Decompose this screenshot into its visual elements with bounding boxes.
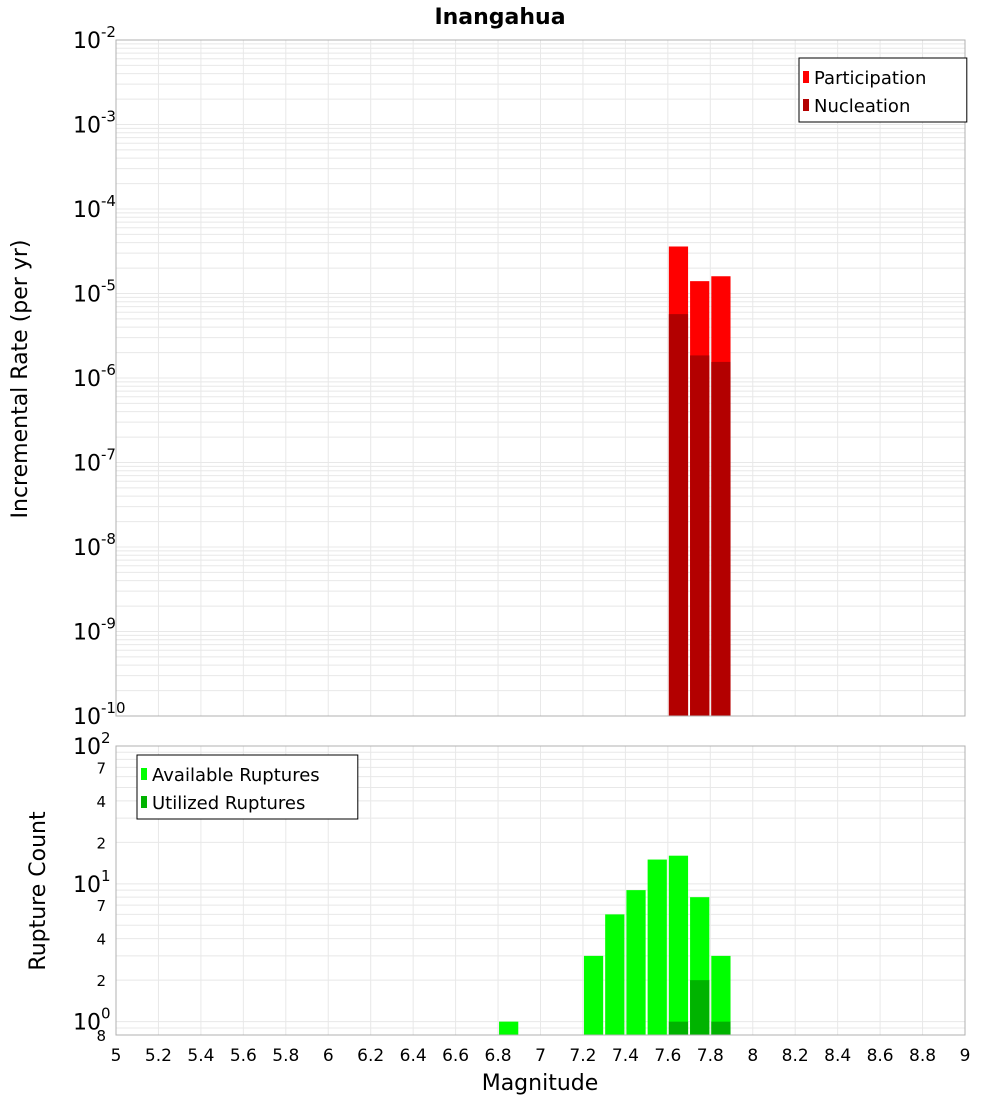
legend: Participation Nucleation <box>798 57 968 123</box>
y-tick-label: 10-2 <box>73 23 116 54</box>
bar <box>499 1021 519 1035</box>
x-tick-label: 7.4 <box>612 1046 639 1066</box>
x-axis-ticks: 5 5.2 5.4 5.6 5.8 6 6.2 6.4 6.6 6.8 7 7.2 7.4 7.6 7.8 8… <box>111 1046 971 1066</box>
x-tick-label: 8.6 <box>867 1046 894 1066</box>
legend-swatch <box>803 71 809 83</box>
y-tick-label: 10-3 <box>73 108 116 139</box>
y-tick-label: 10-9 <box>73 615 116 646</box>
bar <box>711 1021 731 1035</box>
y-minor-tick-label: 2 <box>96 834 106 852</box>
bar <box>647 859 667 1035</box>
bottom-y-axis-label: Rupture Count <box>26 811 51 971</box>
x-tick-label: 7 <box>535 1046 546 1066</box>
x-tick-label: 5.6 <box>230 1046 257 1066</box>
x-tick-label: 5.2 <box>145 1046 172 1066</box>
y-tick-label: 10-5 <box>73 277 116 308</box>
x-tick-label: 7.6 <box>654 1046 681 1066</box>
legend-box <box>798 57 968 123</box>
bar <box>583 955 604 1035</box>
legend-label: Participation <box>814 68 926 89</box>
legend-box <box>136 754 359 820</box>
plot-frame <box>115 39 966 717</box>
legend-swatch <box>141 796 147 808</box>
x-tick-label: 6.4 <box>400 1046 427 1066</box>
legend-label: Utilized Ruptures <box>152 793 305 814</box>
bar <box>668 855 689 1035</box>
x-tick-label: 6.8 <box>485 1046 512 1066</box>
bar <box>690 980 710 1035</box>
y-tick-label: 10-10 <box>73 699 126 730</box>
bar <box>626 890 646 1035</box>
legend-swatch <box>803 99 809 111</box>
bar <box>690 355 710 716</box>
x-tick-label: 8 <box>747 1046 758 1066</box>
x-tick-label: 7.2 <box>569 1046 596 1066</box>
x-tick-label: 6.2 <box>357 1046 384 1066</box>
panel-2: 100 101 102 8 2 4 7 2 4 7 Available Ruptures Utiliz… <box>73 729 966 1045</box>
x-tick-label: 9 <box>960 1046 971 1066</box>
panel-1: 10-10 10-9 10-8 10-7 10-6 10-5 10-4 10-3 10-2 Par… <box>73 23 968 730</box>
bar <box>668 1021 689 1035</box>
x-tick-label: 5.4 <box>187 1046 214 1066</box>
bar <box>711 955 731 1035</box>
x-tick-label: 7.8 <box>697 1046 724 1066</box>
y-tick-label: 10-4 <box>73 192 116 223</box>
series-1 <box>499 855 731 1035</box>
y-minor-tick-label: 4 <box>96 793 106 811</box>
y-tick-label: 101 <box>73 867 111 898</box>
x-tick-label: 8.4 <box>824 1046 851 1066</box>
x-tick-label: 8.8 <box>909 1046 936 1066</box>
gridlines <box>115 39 966 717</box>
y-minor-tick-label: 7 <box>96 897 106 915</box>
x-tick-label: 5 <box>111 1046 122 1066</box>
bar <box>605 914 625 1035</box>
x-tick-label: 6.6 <box>442 1046 469 1066</box>
y-minor-tick-label: 8 <box>96 1027 106 1045</box>
x-tick-label: 8.2 <box>782 1046 809 1066</box>
legend-label: Nucleation <box>814 96 910 117</box>
y-tick-label: 10-6 <box>73 361 116 392</box>
x-tick-label: 6 <box>323 1046 334 1066</box>
bar <box>711 361 731 716</box>
y-tick-label: 10-7 <box>73 446 116 477</box>
legend-swatch <box>141 768 147 780</box>
top-y-axis-label: Incremental Rate (per yr) <box>8 240 33 519</box>
legend: Available Ruptures Utilized Ruptures <box>136 754 359 820</box>
series-2 <box>668 314 731 716</box>
y-minor-tick-label: 4 <box>96 931 106 949</box>
y-tick-label: 100 <box>73 1005 111 1036</box>
bar <box>668 314 689 716</box>
x-axis-label: Magnitude <box>482 1071 599 1096</box>
plot-frame <box>115 745 966 1036</box>
series-2 <box>668 980 731 1035</box>
chart-title: Inangahua <box>434 5 565 30</box>
y-tick-label: 10-8 <box>73 530 116 561</box>
y-minor-tick-label: 2 <box>96 972 106 990</box>
legend-label: Available Ruptures <box>152 765 320 786</box>
x-tick-label: 5.8 <box>272 1046 299 1066</box>
y-minor-tick-label: 7 <box>96 759 106 777</box>
y-tick-label: 102 <box>73 729 111 760</box>
